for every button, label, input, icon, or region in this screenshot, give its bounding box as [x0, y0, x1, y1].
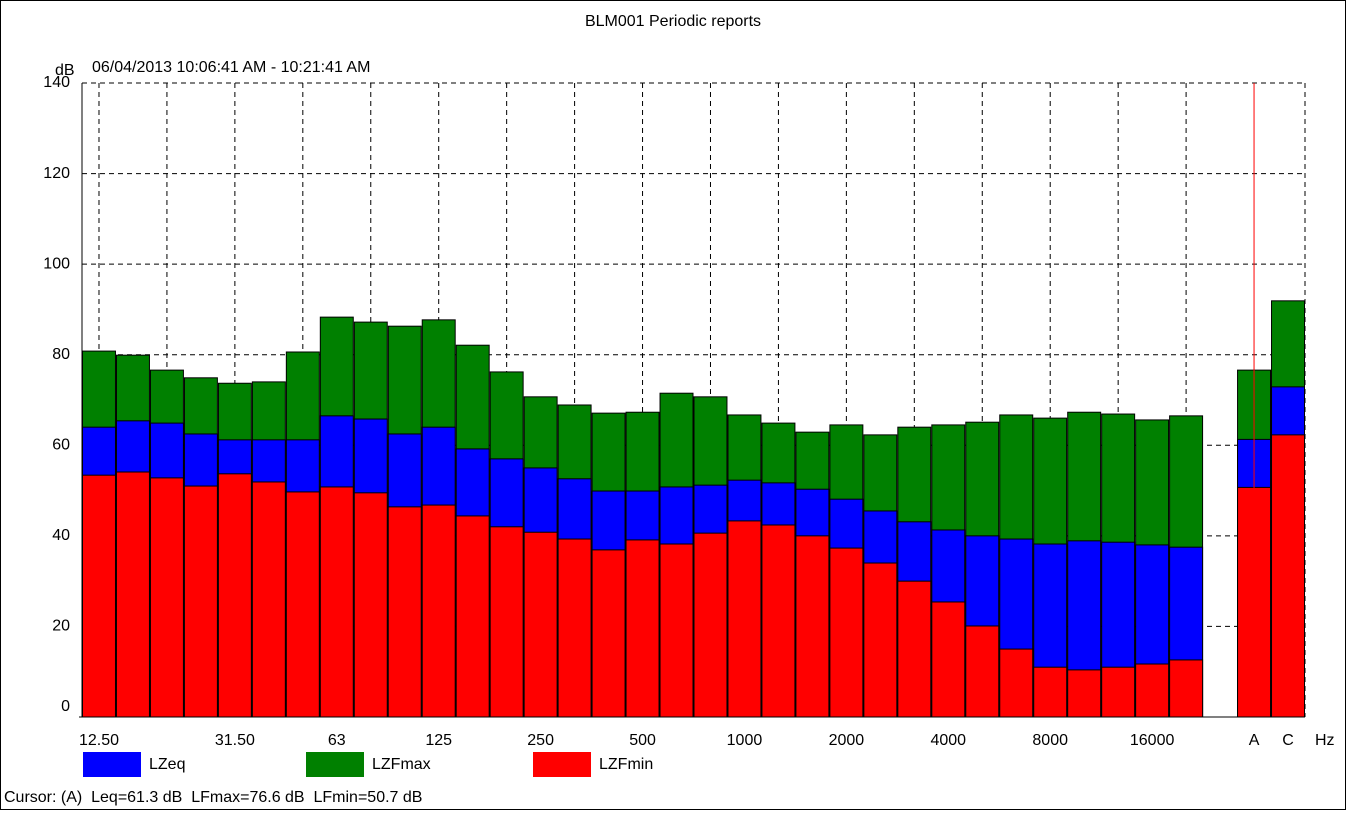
bar [319, 486, 354, 718]
bar [489, 526, 524, 718]
x-tick-label: 16000 [1130, 732, 1175, 749]
bar [727, 520, 762, 718]
bar [387, 506, 422, 718]
bar [183, 485, 218, 718]
legend-swatch [306, 752, 364, 777]
bar [795, 535, 830, 718]
y-tick-label: 0 [61, 698, 70, 715]
x-tick-label: 2000 [829, 732, 865, 749]
bar [1135, 663, 1170, 718]
bar [353, 492, 388, 718]
x-tick-label: C [1282, 732, 1294, 749]
x-axis-label: Hz [1315, 732, 1335, 749]
y-tick-label: 40 [52, 527, 70, 544]
bar [1271, 434, 1306, 718]
bar [829, 547, 864, 718]
x-tick-label: 250 [527, 732, 554, 749]
x-tick-label: 4000 [930, 732, 966, 749]
y-axis-label: dB [55, 62, 75, 79]
legend-label: LZFmin [599, 756, 653, 773]
x-tick-label: 8000 [1032, 732, 1068, 749]
y-tick-label: 140 [43, 74, 70, 91]
bar [863, 562, 898, 718]
bar [557, 538, 592, 718]
bar [659, 543, 694, 718]
bar [149, 477, 184, 718]
legend-label: LZeq [149, 756, 185, 773]
bar [1101, 666, 1136, 718]
y-tick-label: 120 [43, 165, 70, 182]
bar [455, 515, 490, 718]
x-tick-label: 12.50 [79, 732, 119, 749]
y-tick-label: 20 [52, 618, 70, 635]
bar [965, 625, 1000, 718]
legend-label: LZFmax [372, 756, 431, 773]
y-tick-label: 60 [52, 437, 70, 454]
bar [931, 601, 966, 718]
legend-swatch [533, 752, 591, 777]
bar [523, 531, 558, 718]
y-tick-label: 80 [52, 346, 70, 363]
bar [115, 471, 150, 718]
bar [285, 491, 320, 718]
x-tick-label: 63 [328, 732, 346, 749]
x-tick-label: 1000 [727, 732, 763, 749]
x-tick-label: A [1249, 732, 1260, 749]
bar [761, 524, 796, 718]
bar [251, 481, 286, 718]
chart-title: BLM001 Periodic reports [585, 13, 761, 30]
bar [591, 549, 626, 718]
bar [1033, 666, 1068, 718]
bar [217, 473, 252, 718]
cursor-text: Cursor: (A) Leq=61.3 dB LFmax=76.6 dB LF… [4, 789, 422, 806]
bar [999, 648, 1034, 718]
x-tick-label: 500 [629, 732, 656, 749]
y-tick-label: 100 [43, 255, 70, 272]
legend-swatch [83, 752, 141, 777]
bar [897, 580, 932, 718]
bar [82, 474, 116, 718]
bar [625, 539, 660, 718]
bar [1169, 659, 1204, 718]
subtitle: 06/04/2013 10:06:41 AM - 10:21:41 AM [92, 59, 370, 76]
bar [693, 532, 728, 718]
bar [1067, 669, 1102, 718]
x-tick-label: 31.50 [215, 732, 255, 749]
bar [421, 504, 456, 718]
x-tick-label: 125 [425, 732, 452, 749]
